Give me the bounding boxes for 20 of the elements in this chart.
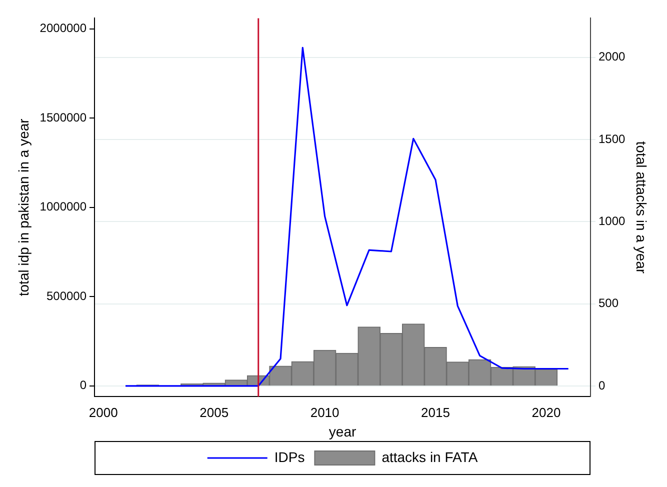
x-tick-label: 2020 bbox=[532, 404, 561, 420]
x-axis-title: year bbox=[328, 423, 356, 440]
legend-label: IDPs bbox=[274, 448, 305, 465]
x-tick-label: 2010 bbox=[310, 404, 340, 420]
x-tick-label: 2005 bbox=[200, 404, 229, 420]
y-tick-label: 1000000 bbox=[40, 200, 87, 214]
y-tick-label: 500000 bbox=[46, 288, 87, 303]
y-tick-label: 2000000 bbox=[40, 21, 87, 36]
y2-tick-label: 1000 bbox=[598, 214, 626, 228]
y2-tick-label: 1500 bbox=[598, 132, 626, 146]
x-tick-label: 2000 bbox=[88, 404, 118, 420]
legend-label: attacks in FATA bbox=[382, 448, 478, 465]
y2-tick-label: 500 bbox=[598, 296, 619, 310]
y2-axis-title: total attacks in a year bbox=[634, 141, 650, 274]
y2-tick-label: 2000 bbox=[598, 50, 626, 64]
y-axis-title: total idp in pakistan in a year bbox=[15, 118, 32, 296]
y2-tick-label: 0 bbox=[598, 378, 606, 392]
y-tick-label: 1500000 bbox=[40, 110, 87, 124]
x-tick-label: 2015 bbox=[421, 404, 450, 420]
y-tick-label: 0 bbox=[80, 378, 87, 392]
